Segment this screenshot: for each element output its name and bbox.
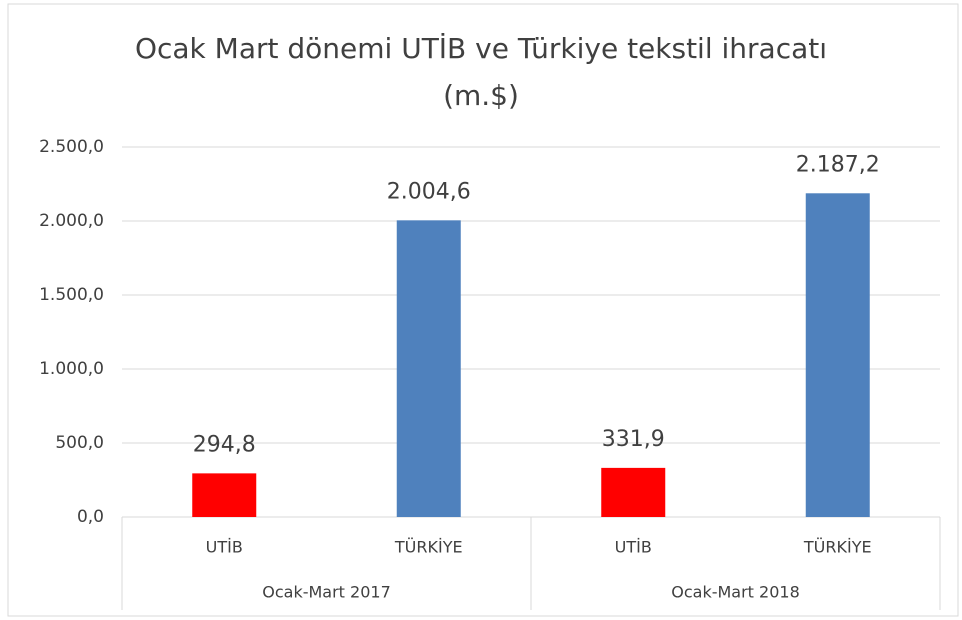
data-label: 331,9	[602, 427, 665, 452]
y-tick-label: 0,0	[77, 507, 104, 527]
y-tick-label: 1.000,0	[39, 359, 104, 379]
group-label: Ocak-Mart 2018	[671, 583, 800, 602]
chart-title: Ocak Mart dönemi UTİB ve Türkiye tekstil…	[135, 32, 827, 65]
bar	[805, 193, 870, 517]
chart-title: (m.$)	[443, 79, 519, 112]
x-tick-label: TÜRKİYE	[803, 538, 872, 557]
data-label: 2.004,6	[387, 179, 471, 204]
data-label: 2.187,2	[796, 152, 880, 177]
bar	[396, 220, 461, 517]
y-tick-label: 1.500,0	[39, 285, 104, 305]
group-label: Ocak-Mart 2017	[262, 583, 391, 602]
bar	[192, 473, 257, 517]
chart-frame	[7, 3, 959, 617]
y-tick-label: 500,0	[55, 433, 104, 453]
bar	[601, 467, 666, 517]
y-tick-label: 2.000,0	[39, 211, 104, 231]
x-tick-label: UTİB	[615, 538, 652, 557]
data-label: 294,8	[193, 432, 256, 457]
y-tick-label: 2.500,0	[39, 137, 104, 157]
x-tick-label: TÜRKİYE	[394, 538, 463, 557]
x-tick-label: UTİB	[206, 538, 243, 557]
